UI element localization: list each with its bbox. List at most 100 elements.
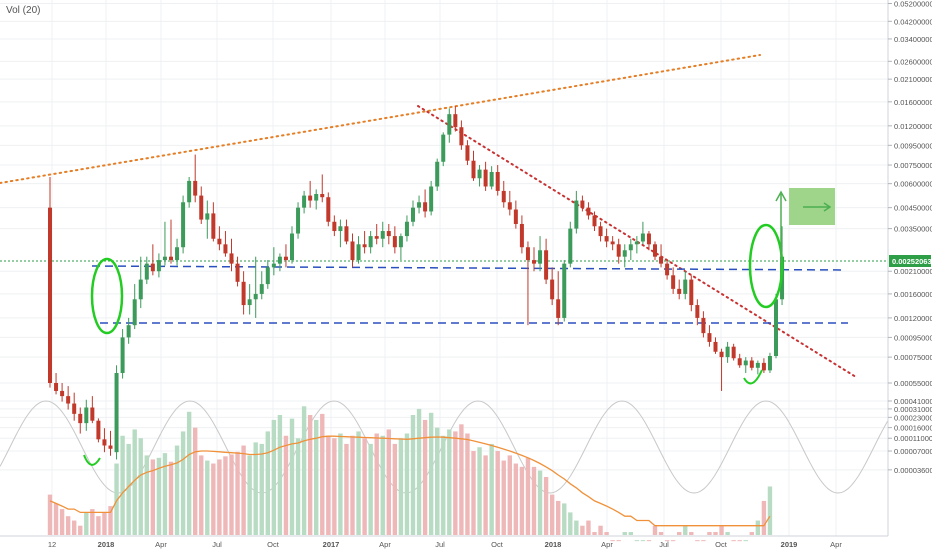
x-tick-label: Oct <box>491 540 504 549</box>
volume-bar <box>199 455 204 535</box>
candle-body <box>465 145 470 161</box>
candle-body <box>459 127 464 146</box>
volume-bar <box>731 540 736 542</box>
volume-bar <box>398 438 404 535</box>
volume-bar <box>604 532 609 535</box>
y-tick-label: 0.00210000 <box>894 267 932 276</box>
candle-body <box>211 213 216 239</box>
candle-body <box>429 186 434 212</box>
volume-bar <box>416 408 422 535</box>
volume-bar <box>241 445 246 535</box>
candle-body <box>695 305 700 318</box>
candle-body <box>277 256 282 264</box>
candle-body <box>374 236 379 239</box>
candle-body <box>259 284 264 294</box>
y-tick-label: 0.04200000 <box>894 17 932 26</box>
candle-body <box>150 263 155 272</box>
volume-bar <box>725 532 730 535</box>
candle-body <box>544 250 549 280</box>
candle-body <box>386 231 391 237</box>
up-arrow-head <box>775 190 787 202</box>
y-tick-label: 0.03400000 <box>894 35 932 44</box>
candle-body <box>60 390 65 397</box>
volume-bar <box>180 431 186 535</box>
volume-bar <box>223 456 228 535</box>
candle-body <box>132 299 137 326</box>
y-tick-label: 0.00600000 <box>894 180 932 189</box>
candle-body <box>683 279 688 294</box>
x-tick-label: Jul <box>659 540 669 549</box>
candle-body <box>701 317 706 334</box>
candle-body <box>525 247 530 261</box>
volume-bar <box>640 540 646 542</box>
volume-indicator-label[interactable]: Vol (20) <box>6 5 41 16</box>
candle-body <box>241 281 246 306</box>
candle-body <box>54 383 59 391</box>
volume-bar <box>422 419 428 535</box>
candle-body <box>102 439 107 446</box>
candle-body <box>749 360 754 368</box>
candle-body <box>362 244 367 248</box>
volume-bar <box>144 455 149 535</box>
current-price-label: 0.00252063 <box>892 257 932 266</box>
candle-body <box>404 221 409 237</box>
candle-body <box>114 373 119 453</box>
bottom-curve-right <box>743 369 763 385</box>
candle-body <box>665 263 670 276</box>
grid <box>0 0 888 536</box>
volume-bar <box>301 406 307 535</box>
y-tick-label: 0.00750000 <box>894 161 932 170</box>
volume-bar <box>84 512 89 535</box>
volume-bar <box>580 525 585 535</box>
candle-body <box>423 202 428 212</box>
volume-bar <box>598 525 603 535</box>
volume-bar <box>743 540 748 542</box>
candle-body <box>586 207 591 216</box>
volume-bar <box>701 540 706 542</box>
volume-bar <box>320 413 325 535</box>
volume-bar <box>235 451 240 535</box>
bottom-curve-left <box>83 454 101 466</box>
candle-body <box>677 288 682 294</box>
candle-body <box>271 263 276 268</box>
candle-body <box>489 171 494 187</box>
volume-bar <box>562 503 567 535</box>
volume-bar <box>465 433 470 535</box>
candle-body <box>265 267 270 285</box>
volume-bar <box>622 532 627 535</box>
candle-body <box>501 190 506 203</box>
candle-body <box>66 396 71 404</box>
y-tick-label: 0.00055000 <box>894 379 932 388</box>
volume-bar <box>477 447 482 535</box>
volume-bar <box>683 525 688 535</box>
candle-body <box>332 221 337 232</box>
candle-body <box>568 228 573 264</box>
volume-bar <box>295 438 301 535</box>
volume-bar <box>677 532 682 535</box>
candle-body <box>640 233 645 242</box>
volume-bar <box>380 435 385 535</box>
volume-bar <box>568 512 573 535</box>
candle-body <box>519 223 524 248</box>
candle-body <box>90 407 95 421</box>
candle-body <box>774 299 778 357</box>
y-tick-label: 0.02600000 <box>894 57 932 66</box>
volume-ma-line <box>49 435 771 527</box>
candle-body <box>761 362 766 371</box>
candle-body <box>507 202 512 210</box>
candle-body <box>314 194 319 201</box>
breakout-circle-right <box>748 223 784 309</box>
candle-body <box>344 226 349 242</box>
volume-bar <box>47 494 53 535</box>
volume-bar <box>549 494 555 535</box>
volume-bar <box>392 443 398 535</box>
y-tick-label: 0.00350000 <box>894 225 932 234</box>
candle-body <box>175 247 180 261</box>
y-tick-label: 0.00041000 <box>894 397 932 406</box>
volume-bar <box>217 459 222 535</box>
y-tick-label: 0.00075000 <box>894 353 932 362</box>
volume-bar <box>332 438 337 535</box>
volume-bar <box>664 540 670 542</box>
